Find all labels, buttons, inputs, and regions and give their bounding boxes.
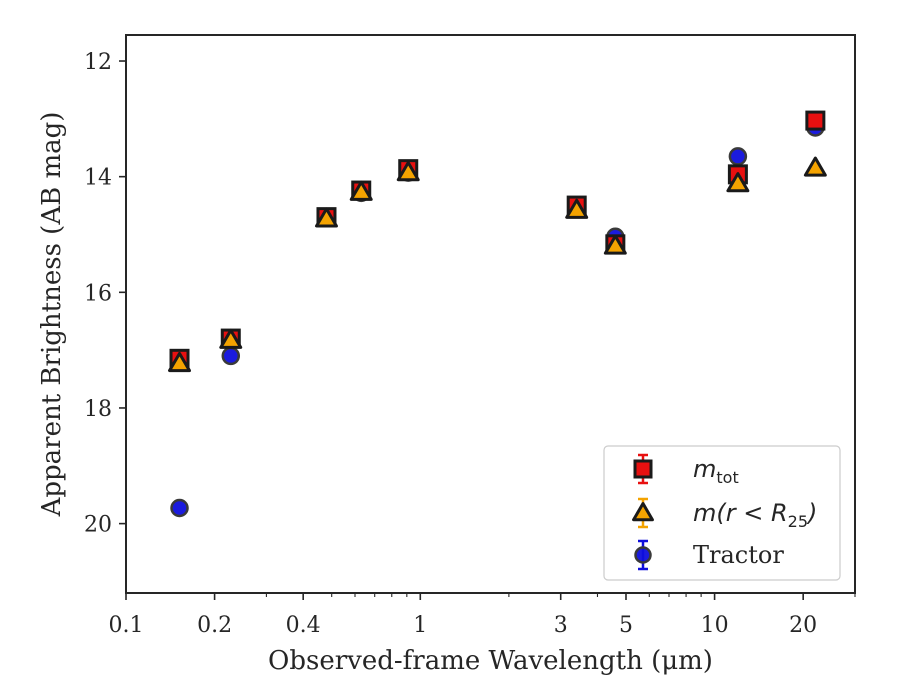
- y-tick-label: 16: [84, 281, 112, 306]
- legend-label-base: m: [693, 455, 716, 483]
- legend: mtot m(r < R25) Tractor: [603, 445, 841, 581]
- y-tick-label: 14: [84, 166, 112, 191]
- y-axis-label: Apparent Brightness (AB mag): [37, 112, 67, 518]
- legend-box: [603, 445, 841, 581]
- legend-label: m(r < R25): [693, 499, 817, 531]
- data-marks: [168, 110, 827, 518]
- y-tick-label: 12: [84, 50, 112, 75]
- triangle-point: [349, 180, 373, 201]
- x-tick-label: 1: [413, 613, 427, 638]
- square-point: [805, 110, 826, 131]
- x-axis-ticks: 0.1 0.2 0.4 1 3 5 10 20: [109, 593, 856, 638]
- x-tick-label: 0.1: [109, 613, 144, 638]
- legend-label-tail: ): [806, 499, 817, 527]
- legend-marker: [634, 546, 652, 564]
- triangle-point: [168, 351, 191, 373]
- x-tick-label: 10: [701, 613, 729, 638]
- plot-frame: [125, 34, 856, 594]
- legend-entry: m(r < R25): [632, 497, 817, 531]
- legend-marker: [632, 502, 654, 522]
- legend-label-sub: tot: [716, 468, 738, 487]
- triangle-point: [396, 161, 420, 182]
- x-axis-label: Observed-frame Wavelength (μm): [268, 646, 713, 676]
- triangle-point: [219, 328, 243, 349]
- legend-label: Tractor: [693, 541, 784, 569]
- legend-label-base: m(r < R: [693, 499, 788, 527]
- legend-marker: [633, 459, 653, 479]
- triangle-point: [603, 234, 627, 255]
- legend-entry: mtot: [633, 453, 739, 487]
- triangle-point: [565, 198, 589, 219]
- legend-entry: Tractor: [634, 539, 784, 571]
- legend-label: mtot: [693, 455, 739, 487]
- y-tick-label: 18: [84, 397, 112, 422]
- x-tick-label: 0.4: [286, 613, 321, 638]
- triangle-point: [803, 156, 827, 177]
- y-axis-ticks: 12 14 16 18 20: [84, 50, 126, 538]
- legend-label-sub: 25: [788, 512, 808, 531]
- series-triangle: [168, 156, 827, 373]
- y-tick-label: 20: [84, 513, 112, 538]
- legend-entries: mtot m(r < R25) Tractor: [632, 453, 817, 571]
- x-tick-label: 0.2: [197, 613, 232, 638]
- triangle-point: [726, 172, 750, 193]
- circle-point: [728, 147, 748, 166]
- x-tick-label: 3: [554, 613, 568, 638]
- circle-point: [170, 498, 189, 518]
- circle-point: [221, 346, 241, 366]
- x-tick-label: 5: [619, 613, 633, 638]
- x-tick-label: 20: [789, 613, 817, 638]
- triangle-point: [315, 207, 338, 228]
